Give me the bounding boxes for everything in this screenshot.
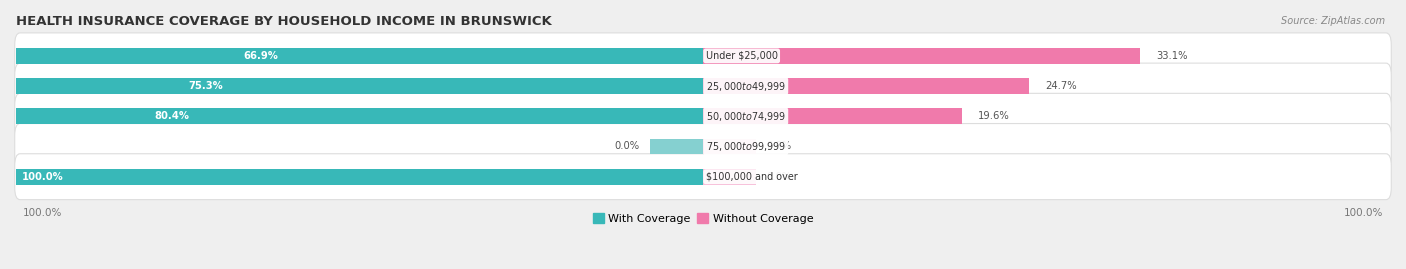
Text: 66.9%: 66.9%	[243, 51, 278, 61]
Bar	[0, 78, 703, 94]
FancyBboxPatch shape	[14, 33, 1392, 79]
Text: 0.0%: 0.0%	[614, 141, 640, 151]
Text: Under $25,000: Under $25,000	[706, 51, 778, 61]
Text: Source: ZipAtlas.com: Source: ZipAtlas.com	[1281, 16, 1385, 26]
FancyBboxPatch shape	[14, 154, 1392, 200]
Bar	[0, 48, 703, 64]
Text: 24.7%: 24.7%	[1045, 81, 1077, 91]
Text: 0.0%: 0.0%	[766, 172, 792, 182]
Text: $25,000 to $49,999: $25,000 to $49,999	[706, 80, 786, 93]
Text: 19.6%: 19.6%	[977, 111, 1010, 121]
Bar	[0, 169, 703, 185]
Text: $50,000 to $74,999: $50,000 to $74,999	[706, 110, 786, 123]
Text: 33.1%: 33.1%	[1156, 51, 1188, 61]
Bar	[703, 169, 756, 185]
Bar	[650, 139, 703, 154]
FancyBboxPatch shape	[14, 63, 1392, 109]
Legend: With Coverage, Without Coverage: With Coverage, Without Coverage	[588, 209, 818, 228]
Text: 0.0%: 0.0%	[766, 141, 792, 151]
Bar	[703, 48, 1140, 64]
Text: $75,000 to $99,999: $75,000 to $99,999	[706, 140, 786, 153]
FancyBboxPatch shape	[14, 93, 1392, 139]
Text: 80.4%: 80.4%	[155, 111, 190, 121]
Bar	[0, 108, 703, 124]
Text: 75.3%: 75.3%	[188, 81, 224, 91]
Bar	[703, 108, 962, 124]
Bar	[703, 139, 756, 154]
Text: 100.0%: 100.0%	[21, 172, 63, 182]
Text: HEALTH INSURANCE COVERAGE BY HOUSEHOLD INCOME IN BRUNSWICK: HEALTH INSURANCE COVERAGE BY HOUSEHOLD I…	[15, 15, 551, 28]
Text: $100,000 and over: $100,000 and over	[706, 172, 797, 182]
Bar	[703, 78, 1029, 94]
FancyBboxPatch shape	[14, 123, 1392, 169]
